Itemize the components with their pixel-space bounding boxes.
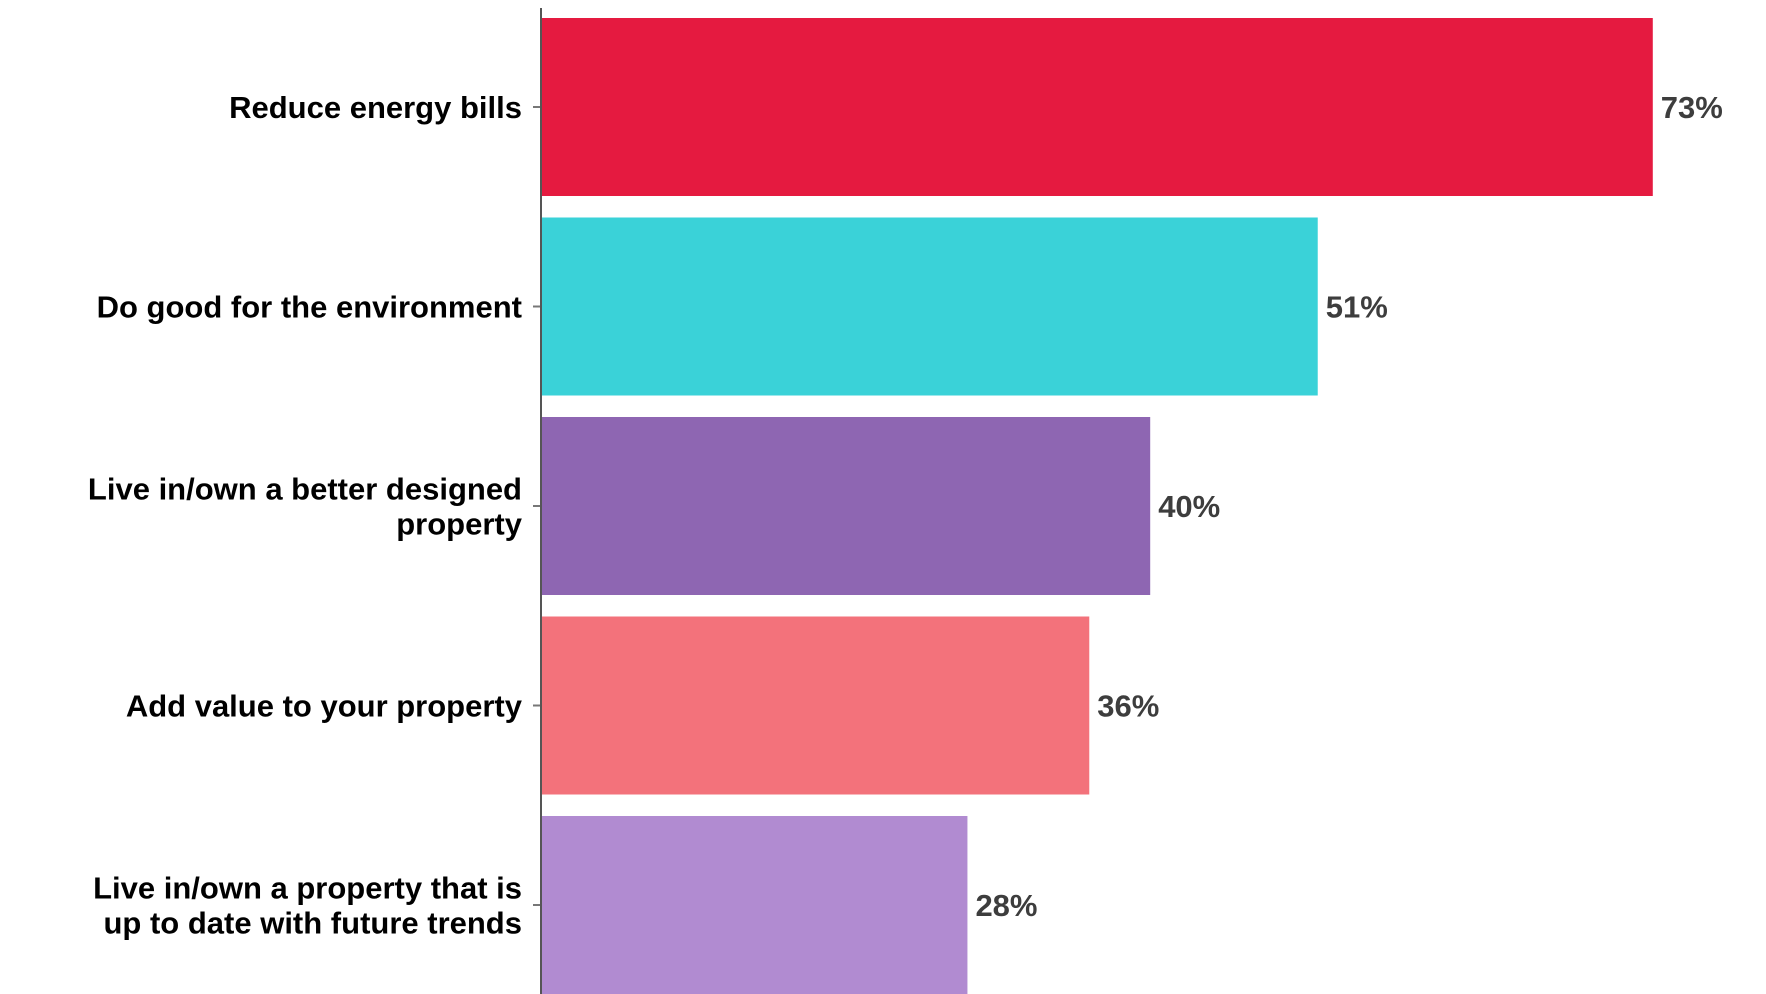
category-label-line: property: [396, 507, 523, 542]
bar-4: [541, 816, 968, 994]
category-label-line: Reduce energy bills: [229, 90, 522, 125]
category-label-1: Do good for the environment: [97, 290, 522, 325]
category-label-line: Live in/own a property that is: [93, 871, 522, 906]
category-label-0: Reduce energy bills: [229, 90, 522, 125]
bar-3: [541, 616, 1090, 795]
value-label-4: 28%: [975, 888, 1037, 923]
value-label-2: 40%: [1158, 489, 1220, 524]
category-label-line: Live in/own a better designed: [88, 472, 522, 507]
category-labels: Reduce energy bills Do good for the envir…: [88, 90, 523, 941]
category-label-2: Live in/own a better designed property: [88, 472, 523, 542]
bar-2: [541, 417, 1151, 595]
category-label-3: Add value to your property: [126, 689, 523, 724]
value-labels: 73% 51% 40% 36% 28%: [975, 90, 1722, 923]
value-label-1: 51%: [1326, 290, 1388, 325]
category-label-line: Do good for the environment: [97, 290, 522, 325]
category-label-4: Live in/own a property that is up to date…: [93, 871, 522, 941]
value-label-0: 73%: [1661, 90, 1723, 125]
bars-group: [541, 18, 1653, 994]
bar-1: [541, 217, 1318, 396]
value-label-3: 36%: [1097, 689, 1159, 724]
y-axis-ticks: [533, 106, 541, 906]
category-label-line: Add value to your property: [126, 689, 523, 724]
bar-0: [541, 18, 1653, 196]
category-label-line: up to date with future trends: [104, 906, 523, 941]
